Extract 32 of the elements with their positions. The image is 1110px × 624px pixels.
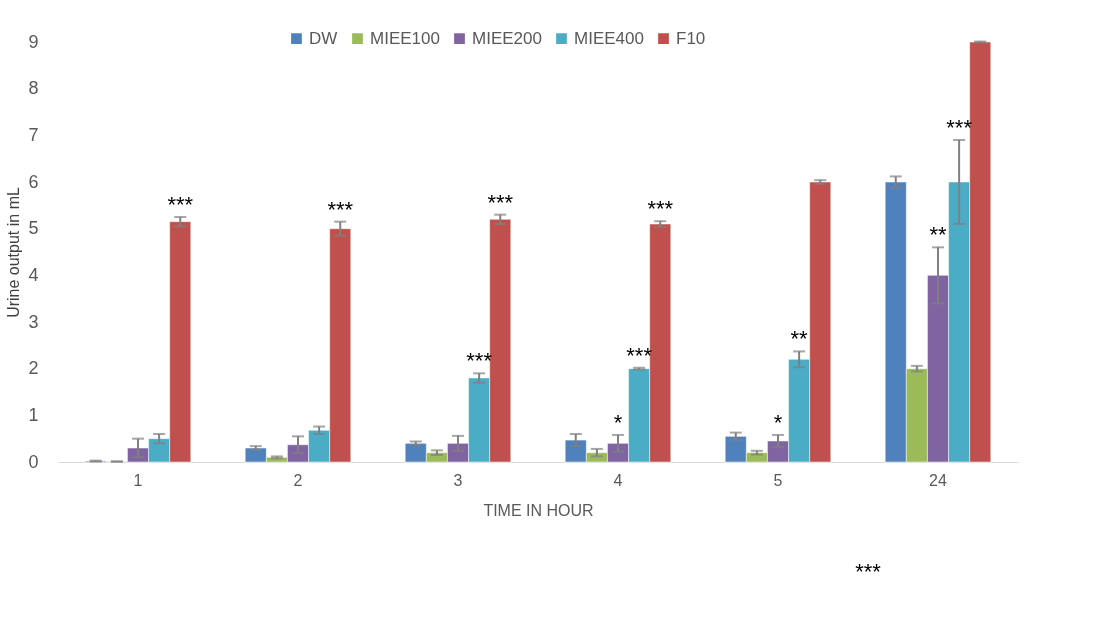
annotation: * — [773, 409, 783, 435]
x-tick-label: 24 — [929, 471, 947, 489]
annotation: *** — [647, 196, 674, 222]
y-tick-label: 9 — [28, 31, 39, 52]
y-tick-label: 2 — [28, 358, 39, 379]
legend-label: MIEE400 — [574, 28, 644, 48]
x-axis-title: TIME IN HOUR — [483, 501, 594, 519]
x-tick-label: 3 — [453, 471, 463, 489]
annotation: ** — [929, 222, 947, 248]
y-tick-label: 6 — [28, 171, 39, 192]
legend-label: F10 — [676, 28, 706, 48]
legend-label: DW — [309, 28, 338, 48]
annotation: *** — [487, 189, 514, 215]
text: *** — [855, 559, 882, 584]
legend-label: MIEE200 — [472, 28, 542, 48]
y-tick-label: 4 — [28, 264, 39, 285]
y-tick-label: 8 — [28, 78, 39, 99]
annotation: *** — [167, 192, 194, 217]
y-tick-label: 7 — [28, 124, 39, 145]
legend-label: MIEE100 — [370, 28, 440, 48]
x-tick-label: 5 — [773, 471, 783, 489]
annotation: *** — [327, 196, 354, 222]
annotation: * — [613, 409, 623, 435]
x-tick-label: 2 — [293, 471, 303, 489]
y-tick-label: 3 — [28, 311, 39, 332]
y-tick-label: 5 — [28, 218, 39, 239]
x-tick-label: 4 — [613, 471, 623, 489]
y-tick-label: 0 — [28, 451, 39, 472]
y-tick-label: 1 — [28, 404, 39, 425]
x-tick-label: 1 — [133, 471, 143, 489]
annotation: ** — [790, 326, 809, 352]
y-axis-title: Urine output in mL — [5, 187, 23, 318]
